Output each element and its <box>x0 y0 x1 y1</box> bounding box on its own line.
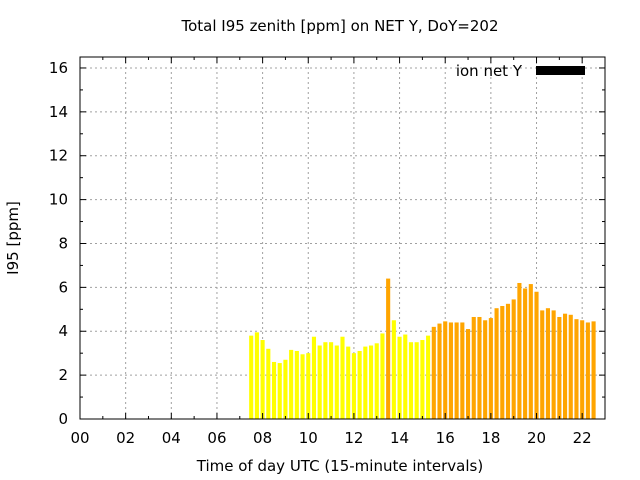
bar <box>471 316 476 419</box>
bar <box>585 322 590 419</box>
bar <box>528 284 533 419</box>
bar <box>540 310 545 419</box>
y-tick-label: 8 <box>58 234 68 252</box>
legend-label: ion net Y <box>456 62 523 80</box>
bar <box>249 335 254 419</box>
bar <box>568 314 573 419</box>
bar <box>380 333 385 419</box>
bar <box>408 342 414 419</box>
bar <box>289 349 294 419</box>
y-tick-label: 6 <box>58 278 68 296</box>
bar <box>505 303 511 419</box>
x-tick-label: 02 <box>116 429 135 447</box>
bars <box>249 278 596 419</box>
bar <box>260 340 265 419</box>
bar <box>483 320 488 419</box>
x-tick-label: 22 <box>573 429 592 447</box>
bar <box>363 346 368 419</box>
x-tick-labels: 00 02 04 06 08 10 12 14 16 18 20 22 <box>70 429 591 447</box>
y-tick-labels: 0 2 4 6 8 10 12 14 16 <box>49 59 68 428</box>
bar <box>557 316 562 419</box>
x-tick-label: 06 <box>207 429 226 447</box>
bar <box>340 336 345 419</box>
bar <box>511 299 516 419</box>
bar <box>477 316 482 419</box>
plot-frame <box>79 56 606 420</box>
bar <box>443 321 448 419</box>
bar <box>266 348 271 419</box>
bar <box>374 343 379 419</box>
x-tick-label: 08 <box>253 429 272 447</box>
x-tick-label: 12 <box>344 429 363 447</box>
bar <box>426 335 431 419</box>
chart-title: Total I95 zenith [ppm] on NET Y, DoY=202 <box>180 17 498 35</box>
bar <box>271 361 277 419</box>
x-tick-label: 00 <box>70 429 89 447</box>
bar <box>551 310 556 419</box>
bar <box>454 322 459 419</box>
y-tick-label: 2 <box>58 366 68 384</box>
x-tick-label: 04 <box>162 429 181 447</box>
y-tick-label: 12 <box>49 147 68 165</box>
bar <box>580 320 585 419</box>
y-axis-label: I95 [ppm] <box>4 201 22 275</box>
x-tick-label: 20 <box>527 429 546 447</box>
x-tick-label: 18 <box>481 429 500 447</box>
legend-swatch <box>536 66 585 75</box>
bar <box>368 345 374 419</box>
bar <box>500 306 505 419</box>
y-tick-label: 14 <box>49 103 68 121</box>
y-tick-label: 4 <box>58 322 68 340</box>
bar <box>283 359 288 419</box>
bar <box>300 354 305 419</box>
bar <box>277 363 282 419</box>
legend: ion net Y <box>456 62 585 80</box>
x-tick-label: 16 <box>436 429 455 447</box>
bar <box>465 329 471 419</box>
bar <box>306 353 311 419</box>
bar <box>397 336 402 419</box>
axis-ticks <box>79 57 605 420</box>
y-tick-label: 16 <box>49 59 68 77</box>
bar <box>437 323 442 419</box>
bar <box>323 342 328 419</box>
bar <box>534 291 539 419</box>
bar <box>431 326 436 419</box>
y-tick-label: 10 <box>49 191 68 209</box>
bar <box>391 320 396 419</box>
bar <box>488 318 493 419</box>
bar <box>294 350 299 419</box>
bar <box>334 345 339 419</box>
bar <box>357 350 362 419</box>
y-tick-label: 0 <box>58 410 68 428</box>
bar <box>591 321 596 419</box>
bar <box>351 353 356 419</box>
bar <box>311 336 317 419</box>
bar <box>420 340 425 419</box>
bar <box>329 342 334 419</box>
bar <box>317 345 322 419</box>
bar <box>523 288 528 419</box>
bar <box>403 334 408 419</box>
bar <box>545 308 550 419</box>
bar <box>494 308 499 419</box>
bar <box>517 282 522 419</box>
x-axis-label: Time of day UTC (15-minute intervals) <box>196 457 483 475</box>
bar <box>414 342 419 419</box>
bar <box>574 319 579 419</box>
bar <box>460 322 465 419</box>
bar <box>386 278 391 419</box>
x-tick-label: 14 <box>390 429 409 447</box>
bar <box>254 332 259 419</box>
bar <box>448 322 453 419</box>
bar <box>563 313 568 419</box>
bar <box>346 346 351 419</box>
x-tick-label: 10 <box>299 429 318 447</box>
